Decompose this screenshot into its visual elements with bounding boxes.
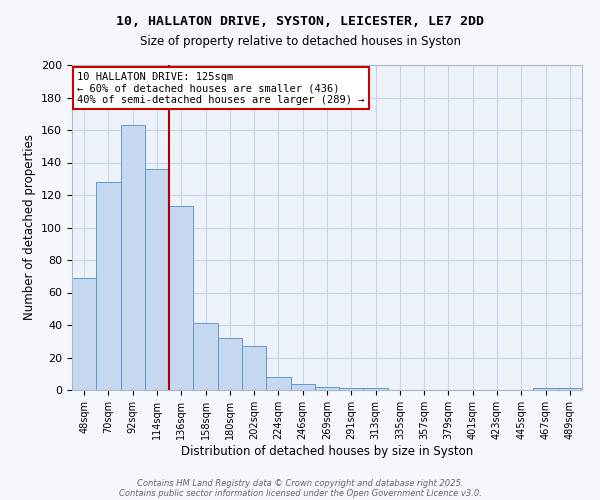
Bar xyxy=(193,324,218,390)
Bar xyxy=(218,338,242,390)
Text: 10, HALLATON DRIVE, SYSTON, LEICESTER, LE7 2DD: 10, HALLATON DRIVE, SYSTON, LEICESTER, L… xyxy=(116,15,484,28)
Bar xyxy=(242,346,266,390)
Bar xyxy=(558,388,582,390)
Bar xyxy=(72,278,96,390)
X-axis label: Distribution of detached houses by size in Syston: Distribution of detached houses by size … xyxy=(181,444,473,458)
Text: Contains public sector information licensed under the Open Government Licence v3: Contains public sector information licen… xyxy=(119,488,481,498)
Bar xyxy=(96,182,121,390)
Bar xyxy=(290,384,315,390)
Bar xyxy=(533,388,558,390)
Bar xyxy=(266,377,290,390)
Bar xyxy=(364,388,388,390)
Text: Size of property relative to detached houses in Syston: Size of property relative to detached ho… xyxy=(139,35,461,48)
Bar xyxy=(145,169,169,390)
Bar xyxy=(169,206,193,390)
Bar xyxy=(339,388,364,390)
Bar xyxy=(121,125,145,390)
Text: 10 HALLATON DRIVE: 125sqm
← 60% of detached houses are smaller (436)
40% of semi: 10 HALLATON DRIVE: 125sqm ← 60% of detac… xyxy=(77,72,365,104)
Y-axis label: Number of detached properties: Number of detached properties xyxy=(23,134,35,320)
Text: Contains HM Land Registry data © Crown copyright and database right 2025.: Contains HM Land Registry data © Crown c… xyxy=(137,478,463,488)
Bar xyxy=(315,387,339,390)
